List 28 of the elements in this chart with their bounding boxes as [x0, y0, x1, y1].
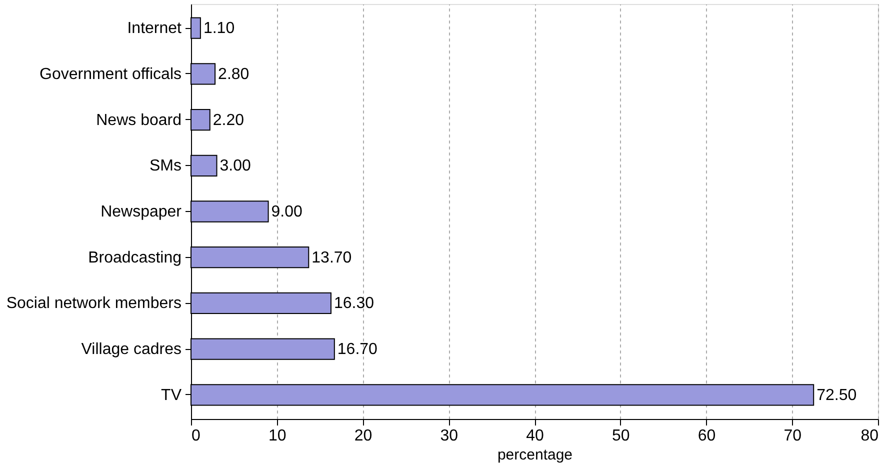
- x-tick-label: 70: [784, 428, 802, 444]
- y-tick-label: Newspaper: [100, 204, 182, 220]
- data-label: 2.80: [218, 66, 250, 83]
- x-tick-label: 50: [612, 428, 630, 444]
- x-tick-label: 0: [192, 428, 200, 444]
- y-tick-label: TV: [161, 386, 182, 404]
- data-label: 72.50: [816, 386, 857, 404]
- x-tick-label: 10: [268, 428, 286, 444]
- y-tick-label: News board: [96, 112, 182, 129]
- data-label: 3.00: [220, 158, 252, 175]
- y-tick-label: SMs: [150, 158, 182, 175]
- data-label: 1.10: [203, 20, 235, 38]
- x-tick-label: 30: [440, 428, 458, 444]
- y-tick-label: Government officals: [40, 66, 182, 83]
- y-tick-label: Social network members: [6, 295, 182, 312]
- data-label: 13.70: [312, 249, 352, 266]
- x-axis-title: percentage: [497, 446, 573, 464]
- y-tick-label: Broadcasting: [88, 249, 182, 266]
- x-tick-label: 80: [860, 428, 879, 444]
- y-tick-label: Internet: [127, 20, 182, 38]
- x-tick-label: 20: [354, 428, 372, 444]
- x-tick-label: 60: [698, 428, 716, 444]
- y-tick-label: Village cadres: [81, 341, 182, 358]
- data-label: 2.20: [212, 112, 244, 129]
- data-label: 16.70: [337, 341, 378, 358]
- data-label: 16.30: [334, 295, 374, 312]
- x-tick-label: 40: [526, 428, 544, 444]
- data-label: 9.00: [271, 204, 303, 220]
